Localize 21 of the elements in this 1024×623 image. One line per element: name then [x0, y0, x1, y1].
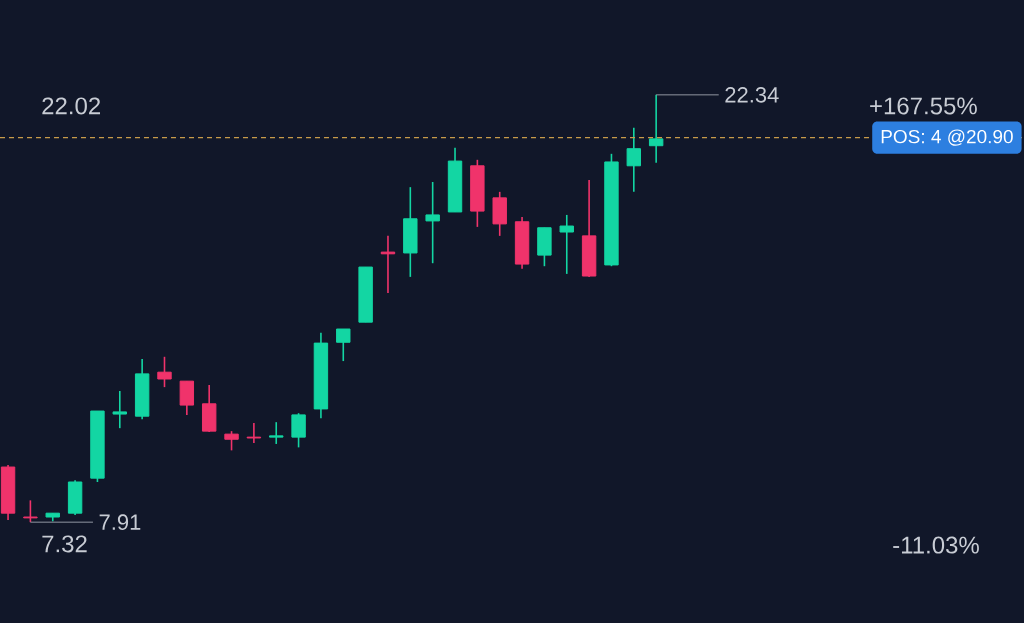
- text: POS: 4 @20.90: [881, 129, 1013, 146]
- candlestick: [425, 181, 440, 265]
- candlestick: [269, 421, 284, 445]
- text: 7.32: [42, 535, 87, 553]
- candlestick: [380, 235, 396, 294]
- candlestick: [336, 328, 351, 362]
- candlestick: [648, 94, 664, 164]
- candlestick: [112, 390, 127, 429]
- text: -11.03%: [893, 536, 979, 554]
- text: +167.55%: [870, 97, 977, 115]
- candlestick: [23, 499, 38, 523]
- candlestick: [224, 430, 239, 452]
- candlestick: [157, 355, 172, 388]
- annotation: 7.91: [99, 514, 141, 530]
- candlestick: [559, 214, 574, 275]
- candlestick: [291, 412, 306, 449]
- candlestick: [626, 126, 642, 193]
- annotation: 22.02: [42, 97, 100, 115]
- text: 22.34: [725, 87, 779, 103]
- candlestick: [179, 380, 195, 416]
- candlestick: [246, 422, 262, 444]
